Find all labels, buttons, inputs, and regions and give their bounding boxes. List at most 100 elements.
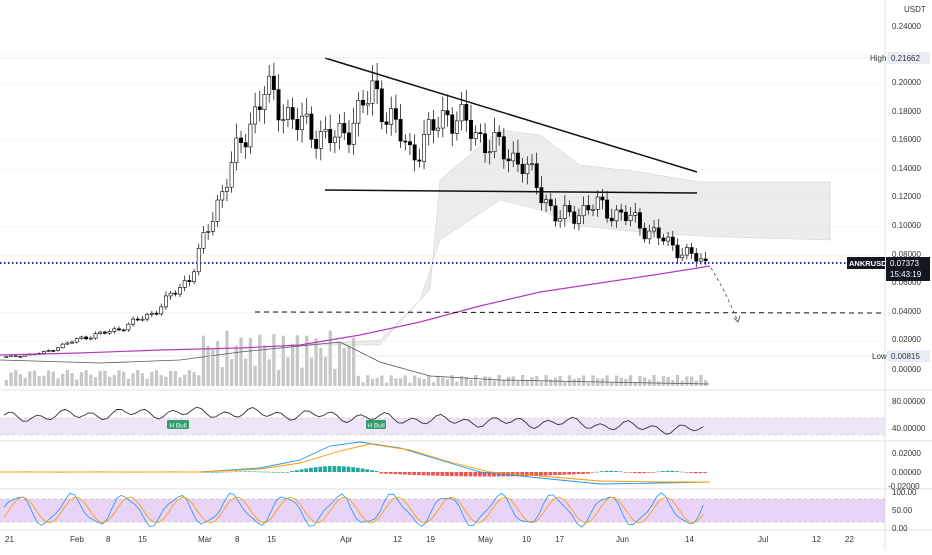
candle-body xyxy=(290,107,295,120)
candle-body xyxy=(121,329,126,332)
candle xyxy=(534,152,539,195)
volume-bar xyxy=(417,377,422,386)
candle-body xyxy=(51,350,56,352)
volume-bar xyxy=(70,372,74,386)
price-grid xyxy=(0,25,885,342)
candle-body xyxy=(492,132,497,153)
candle xyxy=(79,335,84,340)
macd-histogram-bar xyxy=(356,467,360,472)
price-axis[interactable]: USDT 0.24000 0.20000 0.18000 0.16000 0.1… xyxy=(892,5,926,374)
candle-body xyxy=(332,136,337,144)
rsi-axis[interactable]: 80.00000 40.00000 xyxy=(892,397,926,433)
macd-histogram-bar xyxy=(384,472,388,474)
macd-histogram-bar xyxy=(407,472,412,475)
candle xyxy=(46,349,51,353)
candle-body xyxy=(464,104,469,121)
candle-body xyxy=(501,136,506,160)
candle-body xyxy=(276,89,281,121)
candle xyxy=(56,346,60,352)
volume-bar xyxy=(286,357,290,386)
volume-bar xyxy=(689,376,694,386)
candle xyxy=(497,125,502,146)
volume-bar xyxy=(18,374,23,386)
candle xyxy=(422,119,426,170)
candle xyxy=(384,112,389,134)
candle-body xyxy=(173,292,178,295)
candle xyxy=(102,330,107,335)
volume-bar xyxy=(314,338,318,386)
macd-signal-line xyxy=(0,443,710,483)
divergence-label-1: H Bull xyxy=(167,420,189,430)
macd-histogram-bar xyxy=(459,472,464,477)
volume-bar xyxy=(427,375,431,386)
candle-body xyxy=(450,114,455,134)
candle-body xyxy=(591,209,595,211)
candle-body xyxy=(257,106,262,110)
macd-histogram-bar xyxy=(327,466,332,472)
candle xyxy=(98,330,103,335)
candle-body xyxy=(41,351,46,354)
macd-histogram-bar xyxy=(567,472,571,475)
volume-bar xyxy=(248,337,253,386)
stoch-axis[interactable]: 100.00 50.00 0.00 xyxy=(892,488,917,533)
macd-histogram-bar xyxy=(534,472,539,476)
candle-body xyxy=(389,108,394,125)
candle xyxy=(417,148,422,168)
candle xyxy=(60,342,65,349)
candle xyxy=(182,275,187,292)
candle xyxy=(210,212,215,236)
candle-body xyxy=(619,209,624,213)
macd-histogram-bar xyxy=(473,472,478,477)
macd-histogram-bar xyxy=(351,467,356,472)
candle xyxy=(661,234,666,245)
macd-histogram-bar xyxy=(628,472,632,473)
candle-body xyxy=(609,217,614,222)
macd-histogram-bar xyxy=(679,471,684,473)
macd-histogram-bar xyxy=(337,466,341,472)
volume-bar xyxy=(229,358,234,386)
candle-body xyxy=(154,312,159,315)
candle-body xyxy=(220,191,225,201)
macd-histogram-bar xyxy=(614,471,618,472)
candle-body xyxy=(661,237,666,242)
volume-bar xyxy=(117,370,121,386)
candle-body xyxy=(229,162,234,188)
candle xyxy=(478,123,483,143)
time-label: Apr xyxy=(340,535,353,544)
candle-body xyxy=(379,88,384,123)
volume-bar xyxy=(98,370,102,386)
candle xyxy=(548,193,553,211)
candle-body xyxy=(431,119,436,131)
candle-body xyxy=(473,132,478,139)
divergence-label-2-text: H Bull xyxy=(367,423,385,430)
volume-bar xyxy=(511,376,515,386)
candle-body xyxy=(206,231,211,233)
candle-body xyxy=(215,199,220,222)
time-axis[interactable]: 21 Feb 8 15 Mar 8 15 Apr 12 19 May 10 17… xyxy=(5,535,854,544)
candle xyxy=(492,117,497,159)
candle-body xyxy=(600,196,605,201)
volume-bar xyxy=(483,376,487,386)
volume-bar xyxy=(685,376,689,386)
stoch-tick: 0.00 xyxy=(892,524,908,533)
candle xyxy=(487,139,492,165)
price-tick: 0.06000 xyxy=(892,278,921,287)
macd-histogram-bar xyxy=(571,472,576,475)
macd-axis[interactable]: 0.02000 0.00000 -0.02000 xyxy=(888,449,921,491)
volume-bar xyxy=(197,375,201,386)
macd-histogram-bar xyxy=(215,471,219,473)
low-value: 0.00815 xyxy=(891,352,920,361)
macd-histogram-bar xyxy=(548,472,553,476)
candle-body xyxy=(271,75,276,90)
last-price: 0.07373 xyxy=(890,259,919,268)
candle-body xyxy=(454,120,459,134)
candle xyxy=(609,208,614,227)
volume-bar xyxy=(305,335,309,386)
candle xyxy=(633,202,638,223)
candle xyxy=(656,219,661,246)
candle-body xyxy=(347,132,351,145)
candle-body xyxy=(544,199,549,204)
candle xyxy=(342,112,347,141)
